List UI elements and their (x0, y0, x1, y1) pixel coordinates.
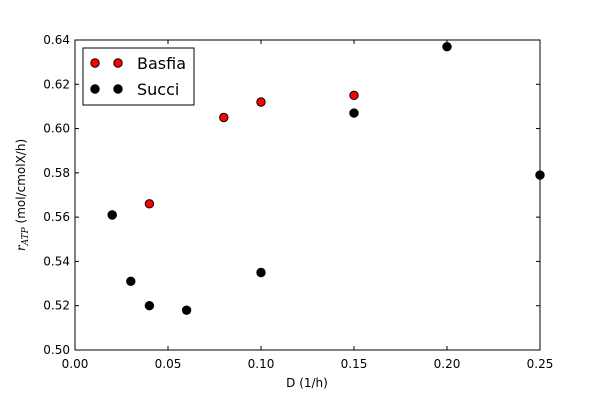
x-tick-label: 0.00 (62, 357, 89, 371)
x-tick-label: 0.25 (527, 357, 554, 371)
y-tick-label: 0.50 (43, 343, 70, 357)
point-succi (535, 170, 545, 180)
x-tick-label: 0.05 (155, 357, 182, 371)
legend-marker-basfia (90, 58, 100, 68)
point-basfia (144, 199, 155, 209)
point-succi (144, 301, 155, 311)
x-tick-label: 0.15 (341, 357, 368, 371)
axis-ticks: 0.00 0.05 0.10 0.15 0.20 0.25 0.50 0.52 0.54 0.56… (43, 33, 553, 371)
legend: Basfia Succi (82, 47, 195, 106)
legend-marker-succi (113, 84, 123, 94)
point-basfia (219, 112, 229, 123)
y-axis-symbol: r (14, 244, 28, 251)
point-succi (107, 210, 117, 220)
x-axis-label: D (1/h) (286, 376, 328, 390)
y-tick-label: 0.52 (43, 299, 70, 313)
y-axis-subscript: ATP (21, 226, 31, 246)
point-basfia (256, 97, 266, 107)
y-axis-units: (mol/cmolX/h) (14, 139, 28, 227)
legend-box (82, 47, 195, 106)
y-tick-label: 0.58 (43, 166, 70, 180)
x-tick-label: 0.20 (434, 357, 461, 371)
legend-marker-basfia (113, 58, 123, 68)
legend-label-succi: Succi (137, 80, 179, 99)
point-succi (442, 41, 452, 52)
y-axis-label: rATP (mol/cmolX/h) (14, 139, 31, 251)
y-tick-label: 0.60 (43, 122, 70, 136)
data-points (107, 41, 545, 315)
point-succi (126, 276, 136, 287)
legend-label-basfia: Basfia (137, 54, 186, 73)
point-succi (256, 267, 266, 278)
legend-marker-succi (90, 84, 100, 94)
point-basfia (349, 90, 359, 101)
y-tick-label: 0.62 (43, 77, 70, 91)
x-tick-label: 0.10 (248, 357, 275, 371)
y-tick-label: 0.56 (43, 210, 70, 224)
point-succi (349, 108, 359, 118)
y-tick-label: 0.64 (43, 33, 70, 47)
y-tick-label: 0.54 (43, 254, 70, 268)
point-succi (181, 305, 192, 315)
